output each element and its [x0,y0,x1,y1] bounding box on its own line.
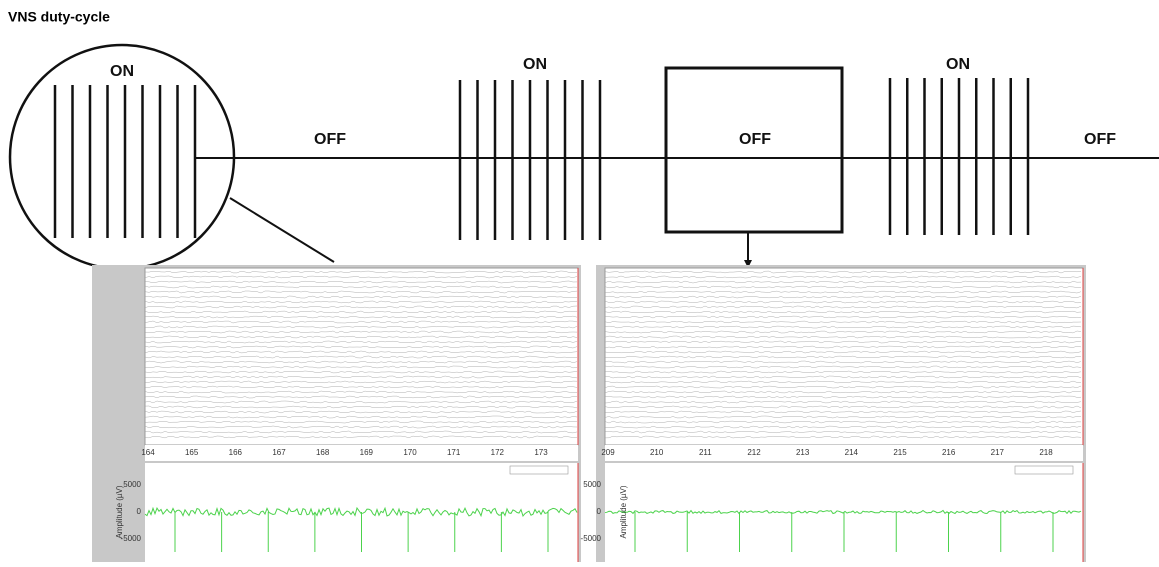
raster-area [145,268,578,445]
title: VNS duty-cycle [8,9,110,25]
figure: VNS duty-cycle ON OFF ON OFF ON OFF 1641… [0,0,1159,562]
x-tick-label: 215 [893,448,907,457]
x-tick-label: 165 [185,448,199,457]
arrow [230,198,334,262]
y-tick-label: 5000 [583,480,601,489]
x-tick-label: 170 [403,448,417,457]
x-tick-label: 169 [360,448,374,457]
x-tick-label: 214 [845,448,859,457]
state-label: OFF [314,131,346,148]
x-tick-label: 164 [141,448,155,457]
x-tick-label: 216 [942,448,956,457]
x-tick-label: 172 [491,448,505,457]
legend-box [1015,466,1073,474]
y-tick-label: 0 [597,507,602,516]
x-tick-label: 168 [316,448,330,457]
state-label: ON [523,56,547,73]
x-tick-label: 217 [991,448,1005,457]
y-tick-label: -5000 [581,534,602,543]
state-label: ON [946,56,970,73]
state-label: ON [110,63,134,80]
x-tick-label: 211 [699,448,712,457]
y-tick-label: -5000 [121,534,142,543]
x-tick-label: 209 [601,448,615,457]
x-tick-label: 167 [272,448,286,457]
legend-box [510,466,568,474]
y-tick-label: 5000 [123,480,141,489]
x-tick-label: 212 [747,448,761,457]
x-tick-label: 210 [650,448,664,457]
eeg-panels: 164 165 166 167 168 169 170 171 172 173 Amplitude … [92,265,1086,562]
x-tick-label: 213 [796,448,810,457]
y-axis-label: Amplitude (µV) [115,485,124,538]
x-tick-label: 218 [1039,448,1053,457]
state-label: OFF [1084,131,1116,148]
x-tick-label: 171 [447,448,461,457]
y-tick-label: 0 [137,507,142,516]
x-tick-label: 173 [534,448,548,457]
state-label: OFF [739,131,771,148]
zoom-box [666,68,842,232]
x-tick-label: 166 [229,448,243,457]
